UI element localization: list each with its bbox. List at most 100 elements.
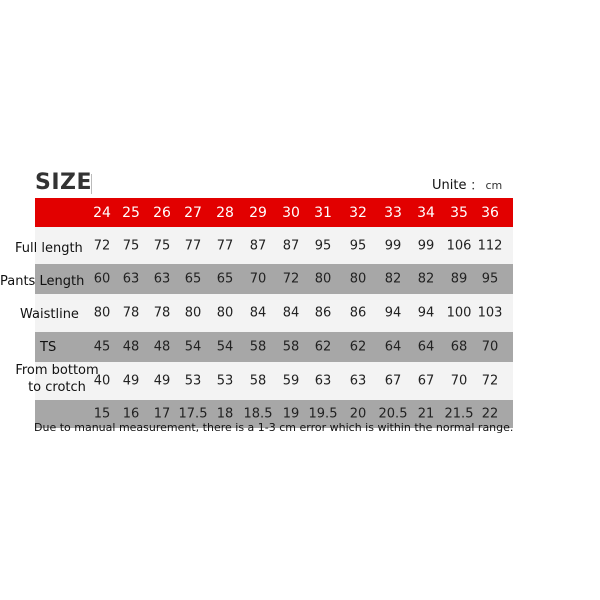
value-cell: 45: [93, 339, 111, 355]
table-row: 45 48 48 54 54 58 58 62 62 64 64 68 70: [35, 332, 513, 362]
size-header-cell: 35: [450, 204, 468, 221]
value-cell: 62: [314, 339, 332, 355]
value-cell: 18.5: [243, 406, 273, 422]
size-header-cell: 33: [384, 204, 402, 221]
value-cell: 21.5: [444, 406, 474, 422]
value-cell: 70: [450, 373, 468, 389]
size-header-cell: 30: [282, 204, 300, 221]
value-cell: 17.5: [178, 406, 208, 422]
size-header-cell: 27: [184, 204, 202, 221]
size-header-cell: 36: [481, 204, 499, 221]
table-row: 80 78 78 80 80 84 84 86 86 94 94 100 103: [35, 294, 513, 332]
row-label: Waistline: [20, 307, 79, 322]
value-cell: 49: [153, 373, 171, 389]
row-label: TS: [40, 340, 57, 355]
value-cell: 21: [417, 406, 435, 422]
value-cell: 65: [184, 271, 202, 287]
value-cell: 80: [216, 305, 234, 321]
value-cell: 89: [450, 271, 468, 287]
value-cell: 40: [93, 373, 111, 389]
value-cell: 82: [384, 271, 402, 287]
table-row: 40 49 49 53 53 58 59 63 63 67 67 70 72: [35, 362, 513, 400]
size-header-cell: 25: [122, 204, 140, 221]
size-header-cell: 31: [314, 204, 332, 221]
value-cell: 63: [153, 271, 171, 287]
value-cell: 16: [122, 406, 140, 422]
table-row: 60 63 63 65 65 70 72 80 80 82 82 89 95: [35, 264, 513, 294]
value-cell: 22: [481, 406, 499, 422]
value-cell: 86: [314, 305, 332, 321]
size-header-cell: 34: [417, 204, 435, 221]
size-header-cell: 32: [349, 204, 367, 221]
value-cell: 70: [249, 271, 267, 287]
value-cell: 63: [349, 373, 367, 389]
value-cell: 95: [349, 238, 367, 253]
value-cell: 58: [282, 339, 300, 355]
value-cell: 82: [417, 271, 435, 287]
value-cell: 77: [184, 238, 202, 253]
row-label: Pants Length: [0, 274, 85, 289]
value-cell: 103: [477, 305, 503, 321]
value-cell: 63: [314, 373, 332, 389]
value-cell: 64: [384, 339, 402, 355]
value-cell: 53: [216, 373, 234, 389]
table-row: 15 16 17 17.5 18 18.5 19 19.5 20 20.5 21 21.5 22: [35, 400, 513, 428]
value-cell: 99: [417, 238, 435, 253]
value-cell: 94: [417, 305, 435, 321]
value-cell: 19: [282, 406, 300, 422]
value-cell: 94: [384, 305, 402, 321]
value-cell: 64: [417, 339, 435, 355]
value-cell: 99: [384, 238, 402, 253]
value-cell: 20: [349, 406, 367, 422]
value-cell: 72: [282, 271, 300, 287]
value-cell: 67: [417, 373, 435, 389]
value-cell: 54: [184, 339, 202, 355]
value-cell: 100: [446, 305, 472, 321]
value-cell: 63: [122, 271, 140, 287]
value-cell: 75: [122, 238, 140, 253]
size-header-cell: 28: [216, 204, 234, 221]
value-cell: 78: [122, 305, 140, 321]
value-cell: 62: [349, 339, 367, 355]
value-cell: 72: [93, 238, 111, 253]
size-chart-title: SIZE: [35, 170, 93, 195]
value-cell: 75: [153, 238, 171, 253]
value-cell: 95: [481, 271, 499, 287]
unit-label: Unite： cm: [432, 177, 502, 193]
value-cell: 67: [384, 373, 402, 389]
value-cell: 49: [122, 373, 140, 389]
value-cell: 80: [314, 271, 332, 287]
value-cell: 20.5: [378, 406, 408, 422]
value-cell: 58: [249, 339, 267, 355]
table-row: 72 75 75 77 77 87 87 95 95 99 99 106 112: [35, 227, 513, 264]
measurement-note: Due to manual measurement, there is a 1-…: [34, 421, 514, 434]
value-cell: 72: [481, 373, 499, 389]
value-cell: 80: [349, 271, 367, 287]
value-cell: 15: [93, 406, 111, 422]
value-cell: 86: [349, 305, 367, 321]
value-cell: 70: [481, 339, 499, 355]
size-header-cell: 29: [249, 204, 267, 221]
size-header-cell: 26: [153, 204, 171, 221]
value-cell: 53: [184, 373, 202, 389]
value-cell: 87: [249, 238, 267, 253]
value-cell: 17: [153, 406, 171, 422]
value-cell: 77: [216, 238, 234, 253]
value-cell: 48: [122, 339, 140, 355]
row-label: From bottom to crotch: [15, 363, 99, 395]
value-cell: 68: [450, 339, 468, 355]
value-cell: 95: [314, 238, 332, 253]
value-cell: 80: [93, 305, 111, 321]
row-label: Full length: [15, 241, 83, 256]
value-cell: 48: [153, 339, 171, 355]
value-cell: 60: [93, 271, 111, 287]
value-cell: 19.5: [308, 406, 338, 422]
header-row: 24 25 26 27 28 29 30 31 32 33 34 35 36: [35, 198, 513, 227]
title-divider: [91, 174, 92, 194]
value-cell: 18: [216, 406, 234, 422]
unit-colon: ：: [470, 179, 482, 192]
value-cell: 58: [249, 373, 267, 389]
value-cell: 59: [282, 373, 300, 389]
value-cell: 106: [446, 238, 472, 253]
unit-text: Unite: [432, 178, 467, 193]
